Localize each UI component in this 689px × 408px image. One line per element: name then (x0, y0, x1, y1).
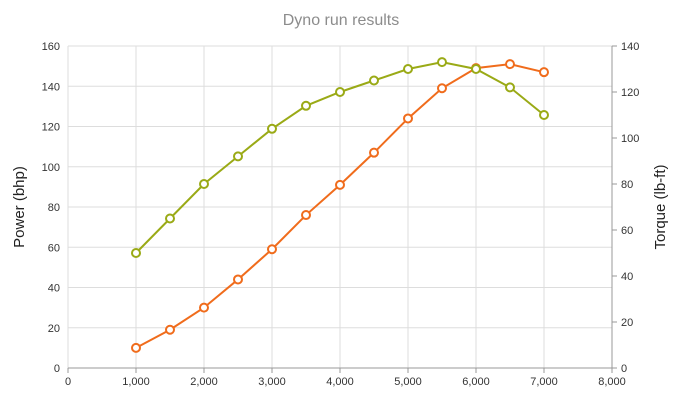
y-tick-label-right: 100 (621, 133, 639, 145)
data-point[interactable] (335, 179, 345, 190)
y-tick-label-right: 140 (621, 41, 639, 53)
data-point[interactable] (233, 151, 243, 162)
data-point[interactable] (471, 64, 481, 74)
y-tick-label-left: 140 (42, 81, 60, 93)
y-tick-label-left: 160 (42, 41, 60, 53)
y-axis-title-right: Torque (lb-ft) (652, 164, 669, 249)
data-point[interactable] (301, 210, 311, 221)
data-point[interactable] (267, 123, 277, 134)
data-point[interactable] (369, 75, 379, 86)
data-point[interactable] (165, 213, 175, 224)
y-tick-label-left: 120 (42, 122, 60, 134)
x-tick-label: 7,000 (530, 376, 558, 388)
data-point[interactable] (369, 147, 379, 158)
y-tick-label-right: 80 (621, 179, 633, 191)
x-tick-label: 4,000 (326, 376, 354, 388)
y-tick-label-right: 120 (621, 87, 639, 99)
data-point[interactable] (199, 179, 209, 189)
data-point[interactable] (403, 113, 413, 124)
data-point[interactable] (505, 59, 515, 70)
y-tick-label-right: 60 (621, 225, 633, 237)
data-point[interactable] (403, 64, 413, 74)
x-tick-label: 0 (65, 376, 71, 388)
y-tick-label-left: 100 (42, 162, 60, 174)
data-point[interactable] (437, 57, 447, 68)
data-point[interactable] (301, 100, 311, 111)
y-tick-label-left: 80 (48, 202, 60, 214)
data-point[interactable] (165, 324, 175, 335)
x-tick-label: 8,000 (598, 376, 626, 388)
x-tick-label: 2,000 (190, 376, 218, 388)
x-tick-label: 1,000 (122, 376, 150, 388)
y-tick-label-left: 0 (54, 363, 60, 375)
series (131, 57, 549, 353)
data-point[interactable] (233, 274, 243, 285)
x-tick-label: 5,000 (394, 376, 422, 388)
data-point[interactable] (437, 83, 447, 94)
y-tick-label-left: 60 (48, 242, 60, 254)
data-point[interactable] (539, 110, 549, 120)
y-tick-label-right: 20 (621, 317, 633, 329)
y-axis-title-left: Power (bhp) (11, 166, 28, 248)
data-point[interactable] (199, 302, 209, 313)
data-point[interactable] (131, 342, 141, 353)
chart-title: Dyno run results (283, 12, 400, 29)
series-torque (131, 57, 549, 258)
data-point[interactable] (539, 67, 549, 78)
axes: 0 1,000 2,000 3,000 4,000 5,000 6,000 7,000 8,00… (42, 41, 640, 388)
grid (67, 45, 613, 369)
data-point[interactable] (131, 248, 141, 258)
x-tick-label: 3,000 (258, 376, 286, 388)
data-point[interactable] (505, 82, 515, 93)
y-tick-label-left: 20 (48, 323, 60, 335)
x-tick-label: 6,000 (462, 376, 490, 388)
y-tick-label-right: 40 (621, 271, 633, 283)
data-point[interactable] (267, 244, 277, 255)
data-point[interactable] (335, 87, 345, 97)
y-tick-label-right: 0 (621, 363, 627, 375)
y-tick-label-left: 40 (48, 283, 60, 295)
